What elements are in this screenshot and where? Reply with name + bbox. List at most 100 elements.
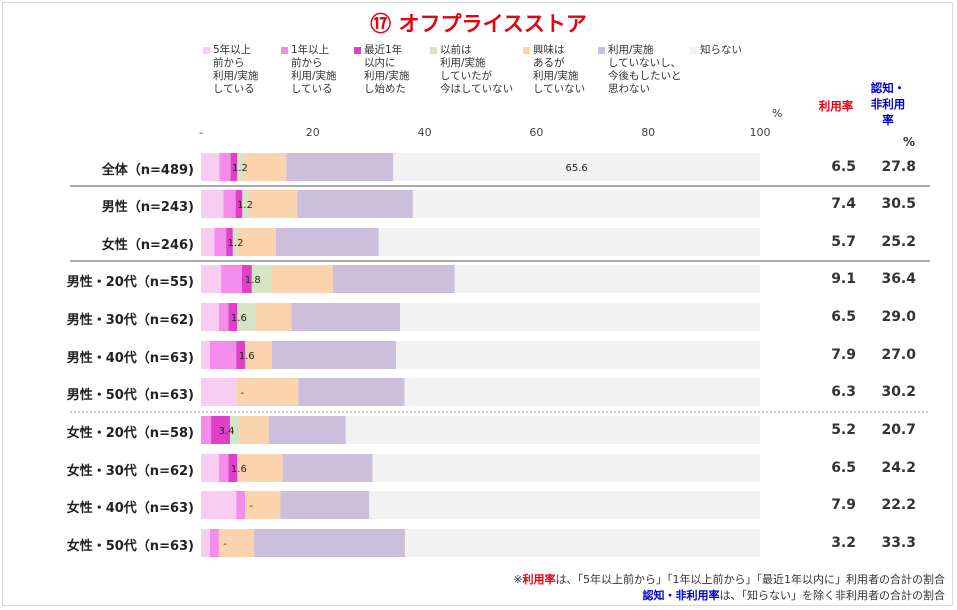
data-label: - <box>249 501 253 512</box>
x-tick-label: 20 <box>306 126 320 139</box>
row-label: 女性・30代（n=62) <box>66 464 194 479</box>
legend-label: 興味は あるが 利用/実施 していない <box>533 44 586 95</box>
data-label: 1.2 <box>228 238 244 249</box>
bar-segment <box>201 153 220 181</box>
legend-label: 以前は 利用/実施 していたが 今はしていない <box>440 44 514 95</box>
bar-segment <box>400 303 760 331</box>
awareness-nonuse-rate-value: 24.2 <box>881 460 916 476</box>
row-label: 男性・20代（n=55) <box>66 275 194 290</box>
row-label: 女性・40代（n=63) <box>66 501 194 516</box>
bar-segment <box>237 303 256 331</box>
bar-segment <box>209 341 237 369</box>
bar-segment <box>237 228 276 256</box>
bar-segment <box>201 190 224 218</box>
bar-segment <box>268 416 346 444</box>
bar-segment <box>219 153 231 181</box>
x-tick-label: 100 <box>750 126 771 139</box>
bar-segment <box>405 529 760 557</box>
data-label: 1.2 <box>232 163 248 174</box>
bar-segment <box>291 303 401 331</box>
bar-segment <box>404 378 760 406</box>
legend-swatch <box>598 47 605 54</box>
bar-segment <box>201 228 215 256</box>
awareness-nonuse-rate-value: 30.5 <box>881 196 916 212</box>
usage-rate-value: 7.9 <box>831 497 856 513</box>
legend-swatch <box>523 47 530 54</box>
bar-segment <box>298 378 405 406</box>
bar-segment <box>230 153 238 181</box>
bar-segment <box>226 228 233 256</box>
awareness-nonuse-rate-header: 認知・ 非利用 率 <box>870 81 906 127</box>
bar-segment <box>251 265 272 293</box>
bar-segment <box>332 265 455 293</box>
usage-rate-value: 5.7 <box>831 234 856 250</box>
x-tick-label: 40 <box>418 126 432 139</box>
bar-segment <box>242 190 250 218</box>
bar-segment <box>235 190 243 218</box>
bar-segment <box>282 454 373 482</box>
chart-title: ⑰ オフプライスストア <box>370 12 587 36</box>
row-label: 男性・30代（n=62) <box>66 313 194 328</box>
legend-swatch <box>354 47 361 54</box>
usage-rate-value: 7.9 <box>831 347 856 363</box>
bar-segment <box>223 190 236 218</box>
bar-segment <box>201 454 219 482</box>
data-label: 1.6 <box>231 464 247 475</box>
footnote-awareness-rate: 認知・非利用率は、「知らない」を除く非利用者の合計の割合 <box>642 589 946 602</box>
usage-rate-header: 利用率 <box>818 99 854 113</box>
legend-label: 最近1年 以内に 利用/実施 し始めた <box>364 44 410 95</box>
bar-segment <box>393 153 760 181</box>
bar-segment <box>412 190 760 218</box>
bar-segment <box>280 491 370 519</box>
bar-segment <box>228 303 238 331</box>
bar-segment <box>372 454 760 482</box>
bar-segment <box>211 416 231 444</box>
usage-rate-value: 3.2 <box>831 535 856 551</box>
awareness-nonuse-rate-value: 27.8 <box>881 159 916 175</box>
bar-segment <box>232 228 238 256</box>
bar-segment <box>243 153 287 181</box>
bar-segment <box>228 454 238 482</box>
legend-swatch <box>430 47 437 54</box>
bar-segment <box>236 491 246 519</box>
bar-segment <box>201 265 222 293</box>
awareness-nonuse-rate-value: 27.0 <box>881 347 916 363</box>
bar-segment <box>271 265 333 293</box>
bar-segment <box>378 228 760 256</box>
bar-segment <box>239 416 269 444</box>
bar-segment <box>201 529 210 557</box>
data-label: 65.6 <box>566 163 588 174</box>
bar-segment <box>286 153 394 181</box>
bar-segment <box>218 529 255 557</box>
bar-segment <box>201 416 212 444</box>
bar-segment <box>255 303 292 331</box>
awareness-nonuse-rate-value: 30.2 <box>881 384 916 400</box>
bar-segment <box>369 491 760 519</box>
bar-segment <box>275 228 379 256</box>
bar-segment <box>201 378 237 406</box>
bar-segment <box>245 491 281 519</box>
row-label: 女性・50代（n=63) <box>66 539 194 554</box>
data-label: 1.2 <box>237 200 253 211</box>
row-label: 男性（n=243) <box>101 200 194 215</box>
bar-segment <box>201 341 210 369</box>
awareness-nonuse-rate-value: 20.7 <box>881 422 916 438</box>
legend-swatch <box>690 47 697 54</box>
bar-segment <box>237 153 244 181</box>
awareness-nonuse-rate-value: 25.2 <box>881 234 916 250</box>
awareness-nonuse-rate-value: 36.4 <box>881 271 916 287</box>
bar-segment <box>201 303 219 331</box>
x-tick-label: 60 <box>529 126 543 139</box>
bar-segment <box>297 190 413 218</box>
row-label: 男性・40代（n=63) <box>66 351 194 366</box>
x-tick-label: 80 <box>641 126 655 139</box>
bar-segment <box>254 529 406 557</box>
data-label: 1.6 <box>239 351 255 362</box>
bar-segment <box>214 228 227 256</box>
bar-segment <box>230 416 240 444</box>
data-label: 3.4 <box>219 426 235 437</box>
bar-segment <box>218 454 229 482</box>
data-label: - <box>240 388 244 399</box>
